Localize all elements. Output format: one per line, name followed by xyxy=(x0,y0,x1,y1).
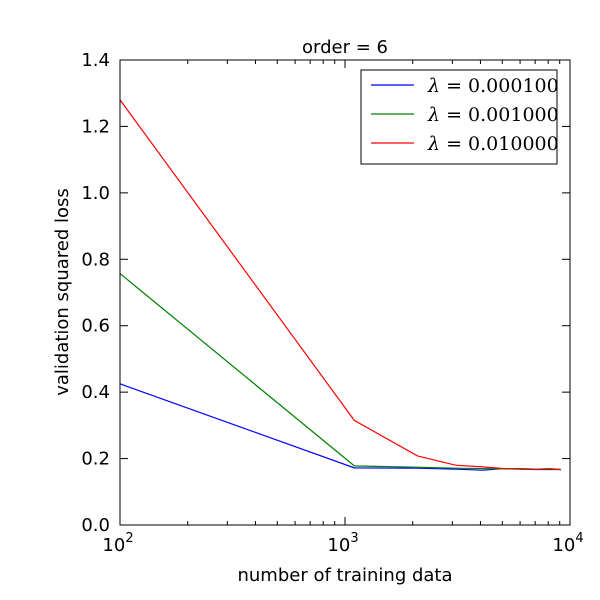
y-tick-label: 1.0 xyxy=(81,183,110,204)
y-tick-label: 0.4 xyxy=(81,382,110,403)
y-tick-label: 1.4 xyxy=(81,50,110,71)
legend: λ = 0.000100 λ = 0.001000 λ = 0.010000 xyxy=(360,69,559,165)
x-tick-label: 103 xyxy=(327,531,358,556)
y-tick-label: 0.8 xyxy=(81,249,110,270)
axis-ticks xyxy=(119,59,571,526)
y-tick-label: 0.0 xyxy=(81,515,110,536)
y-tick-label: 0.2 xyxy=(81,449,110,470)
series-line-3 xyxy=(119,99,561,471)
y-tick-label: 1.2 xyxy=(81,116,110,137)
legend-label-1: λ = 0.000100 xyxy=(427,75,559,97)
y-tick-label: 0.6 xyxy=(81,316,110,337)
legend-label-3: λ = 0.010000 xyxy=(427,133,559,155)
x-tick-label: 102 xyxy=(102,531,133,556)
legend-label-2: λ = 0.001000 xyxy=(427,104,559,126)
chart-title: order = 6 xyxy=(302,37,388,58)
x-tick-label: 104 xyxy=(552,531,583,556)
legend-frame xyxy=(360,69,558,165)
y-axis-label: validation squared loss xyxy=(52,188,73,396)
x-axis-tick-labels: 102 103 104 xyxy=(102,531,583,556)
series-lines xyxy=(119,99,561,471)
y-axis-tick-labels: 0.0 0.2 0.4 0.6 0.8 1.0 1.2 1.4 xyxy=(81,50,110,536)
x-axis-label: number of training data xyxy=(237,565,452,586)
legend-entries: λ = 0.000100 λ = 0.001000 λ = 0.010000 xyxy=(371,75,559,155)
